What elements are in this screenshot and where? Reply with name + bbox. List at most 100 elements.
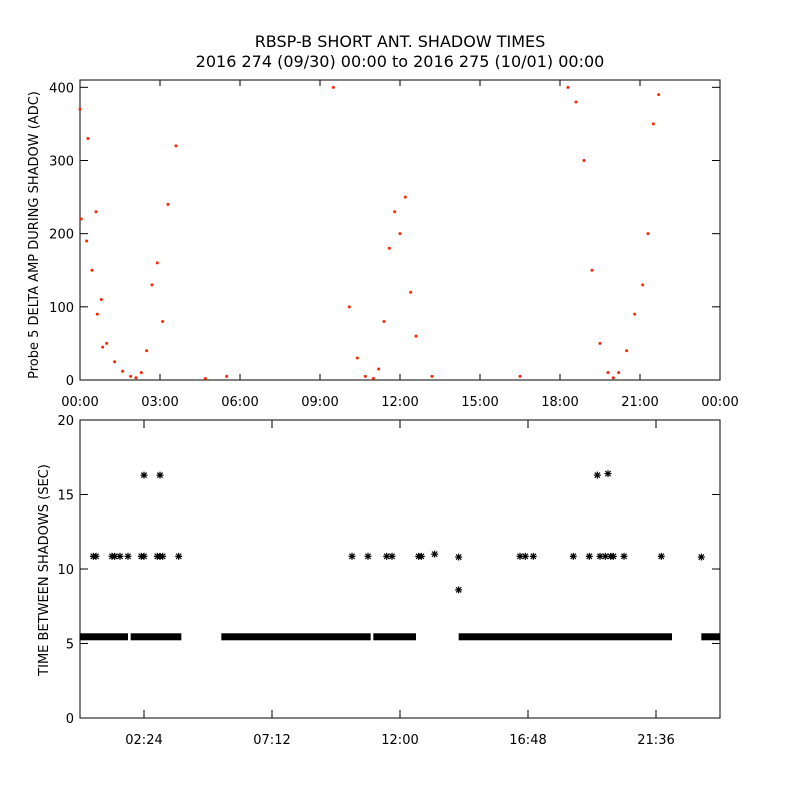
data-point xyxy=(363,374,367,378)
asterisk-stroke xyxy=(159,553,166,560)
data-point xyxy=(620,552,628,560)
data-point xyxy=(641,283,645,287)
asterisk-stroke xyxy=(698,554,705,561)
data-point xyxy=(92,552,100,560)
data-point xyxy=(455,553,463,561)
baseline-marker-band xyxy=(701,633,720,641)
data-point xyxy=(414,334,418,338)
data-point xyxy=(159,552,167,560)
data-point xyxy=(140,552,148,560)
data-point xyxy=(521,552,529,560)
asterisk-stroke xyxy=(92,553,100,560)
top-data-points xyxy=(78,85,661,381)
asterisk-stroke xyxy=(596,553,604,560)
bottom-baseline-markers xyxy=(80,633,720,641)
data-point xyxy=(383,552,391,560)
top-x-tick-label: 00:00 xyxy=(61,395,98,410)
data-point xyxy=(174,144,178,148)
data-point xyxy=(403,195,407,199)
top-y-tick-label: 0 xyxy=(66,374,74,389)
top-x-tick-label: 21:00 xyxy=(621,395,658,410)
data-point xyxy=(431,550,439,558)
data-point xyxy=(129,374,133,378)
asterisk-stroke xyxy=(388,553,396,560)
data-point xyxy=(633,312,637,316)
data-point xyxy=(371,377,375,381)
top-y-axis-label: Probe 5 DELTA AMP DURING SHADOW (ADC) xyxy=(27,91,42,379)
top-x-tick-label: 09:00 xyxy=(301,395,338,410)
data-point xyxy=(355,356,359,360)
data-point xyxy=(566,85,570,89)
data-point xyxy=(518,374,522,378)
data-point xyxy=(417,552,425,560)
asterisk-stroke xyxy=(602,553,609,560)
asterisk-stroke xyxy=(570,553,577,560)
data-point xyxy=(140,471,148,479)
data-point xyxy=(574,100,578,104)
data-point xyxy=(79,217,83,221)
bottom-y-tick-label: 15 xyxy=(57,489,74,504)
bottom-y-axis-label: TIME BETWEEN SHADOWS (SEC) xyxy=(37,464,52,677)
top-axis-ticks: 00:00 03:00 06:00 09:00 12:00 15:00 18:00 21:00… xyxy=(49,80,739,410)
asterisk-stroke xyxy=(594,472,601,479)
data-point xyxy=(393,210,397,214)
asterisk-stroke xyxy=(111,553,118,560)
bottom-x-tick-label: 21:36 xyxy=(637,733,674,748)
asterisk-stroke xyxy=(124,553,132,560)
top-x-tick-label: 12:00 xyxy=(381,395,418,410)
data-point xyxy=(569,552,577,560)
data-point xyxy=(377,367,381,371)
bottom-y-tick-label: 5 xyxy=(66,638,74,653)
data-point xyxy=(139,371,143,375)
data-point xyxy=(606,371,610,375)
bottom-x-tick-label: 02:24 xyxy=(125,733,162,748)
asterisk-stroke xyxy=(658,553,665,560)
data-point xyxy=(348,552,356,560)
bottom-y-tick-label: 20 xyxy=(57,414,74,429)
bottom-y-tick-label: 0 xyxy=(66,712,74,727)
data-point xyxy=(657,93,661,97)
baseline-marker-band xyxy=(373,633,416,641)
data-point xyxy=(582,158,586,162)
data-point xyxy=(150,283,154,287)
data-point xyxy=(398,232,402,236)
bottom-data-points xyxy=(89,470,705,594)
asterisk-stroke xyxy=(530,553,537,560)
data-point xyxy=(455,586,463,594)
data-point xyxy=(598,341,602,345)
data-point xyxy=(155,261,159,265)
data-point xyxy=(609,552,617,560)
data-point xyxy=(99,298,103,302)
asterisk-stroke xyxy=(455,554,462,561)
data-point xyxy=(95,312,99,316)
data-point xyxy=(156,471,164,479)
asterisk-stroke xyxy=(418,553,425,560)
data-point xyxy=(430,374,434,378)
asterisk-stroke xyxy=(431,551,438,558)
top-x-tick-label: 00:00 xyxy=(701,395,738,410)
bottom-x-tick-label: 07:12 xyxy=(253,733,290,748)
top-x-tick-label: 15:00 xyxy=(461,395,498,410)
data-point xyxy=(78,107,82,111)
data-point xyxy=(590,268,594,272)
data-point xyxy=(145,349,149,353)
data-point xyxy=(382,319,386,323)
bottom-panel: TIME BETWEEN SHADOWS (SEC) 02:24 07:12 12:… xyxy=(37,414,721,748)
data-point xyxy=(387,246,391,250)
data-point xyxy=(121,369,125,373)
data-point xyxy=(124,552,132,560)
data-point xyxy=(90,268,94,272)
data-point xyxy=(113,360,117,364)
data-point xyxy=(161,319,165,323)
data-point xyxy=(625,349,629,353)
asterisk-stroke xyxy=(175,553,182,560)
asterisk-stroke xyxy=(348,553,356,560)
asterisk-stroke xyxy=(522,553,529,560)
baseline-marker-band xyxy=(80,633,128,641)
asterisk-stroke xyxy=(140,553,148,560)
data-point xyxy=(657,552,665,560)
data-point xyxy=(585,552,593,560)
top-panel: Probe 5 DELTA AMP DURING SHADOW (ADC) 00… xyxy=(27,79,739,410)
top-x-tick-label: 18:00 xyxy=(541,395,578,410)
